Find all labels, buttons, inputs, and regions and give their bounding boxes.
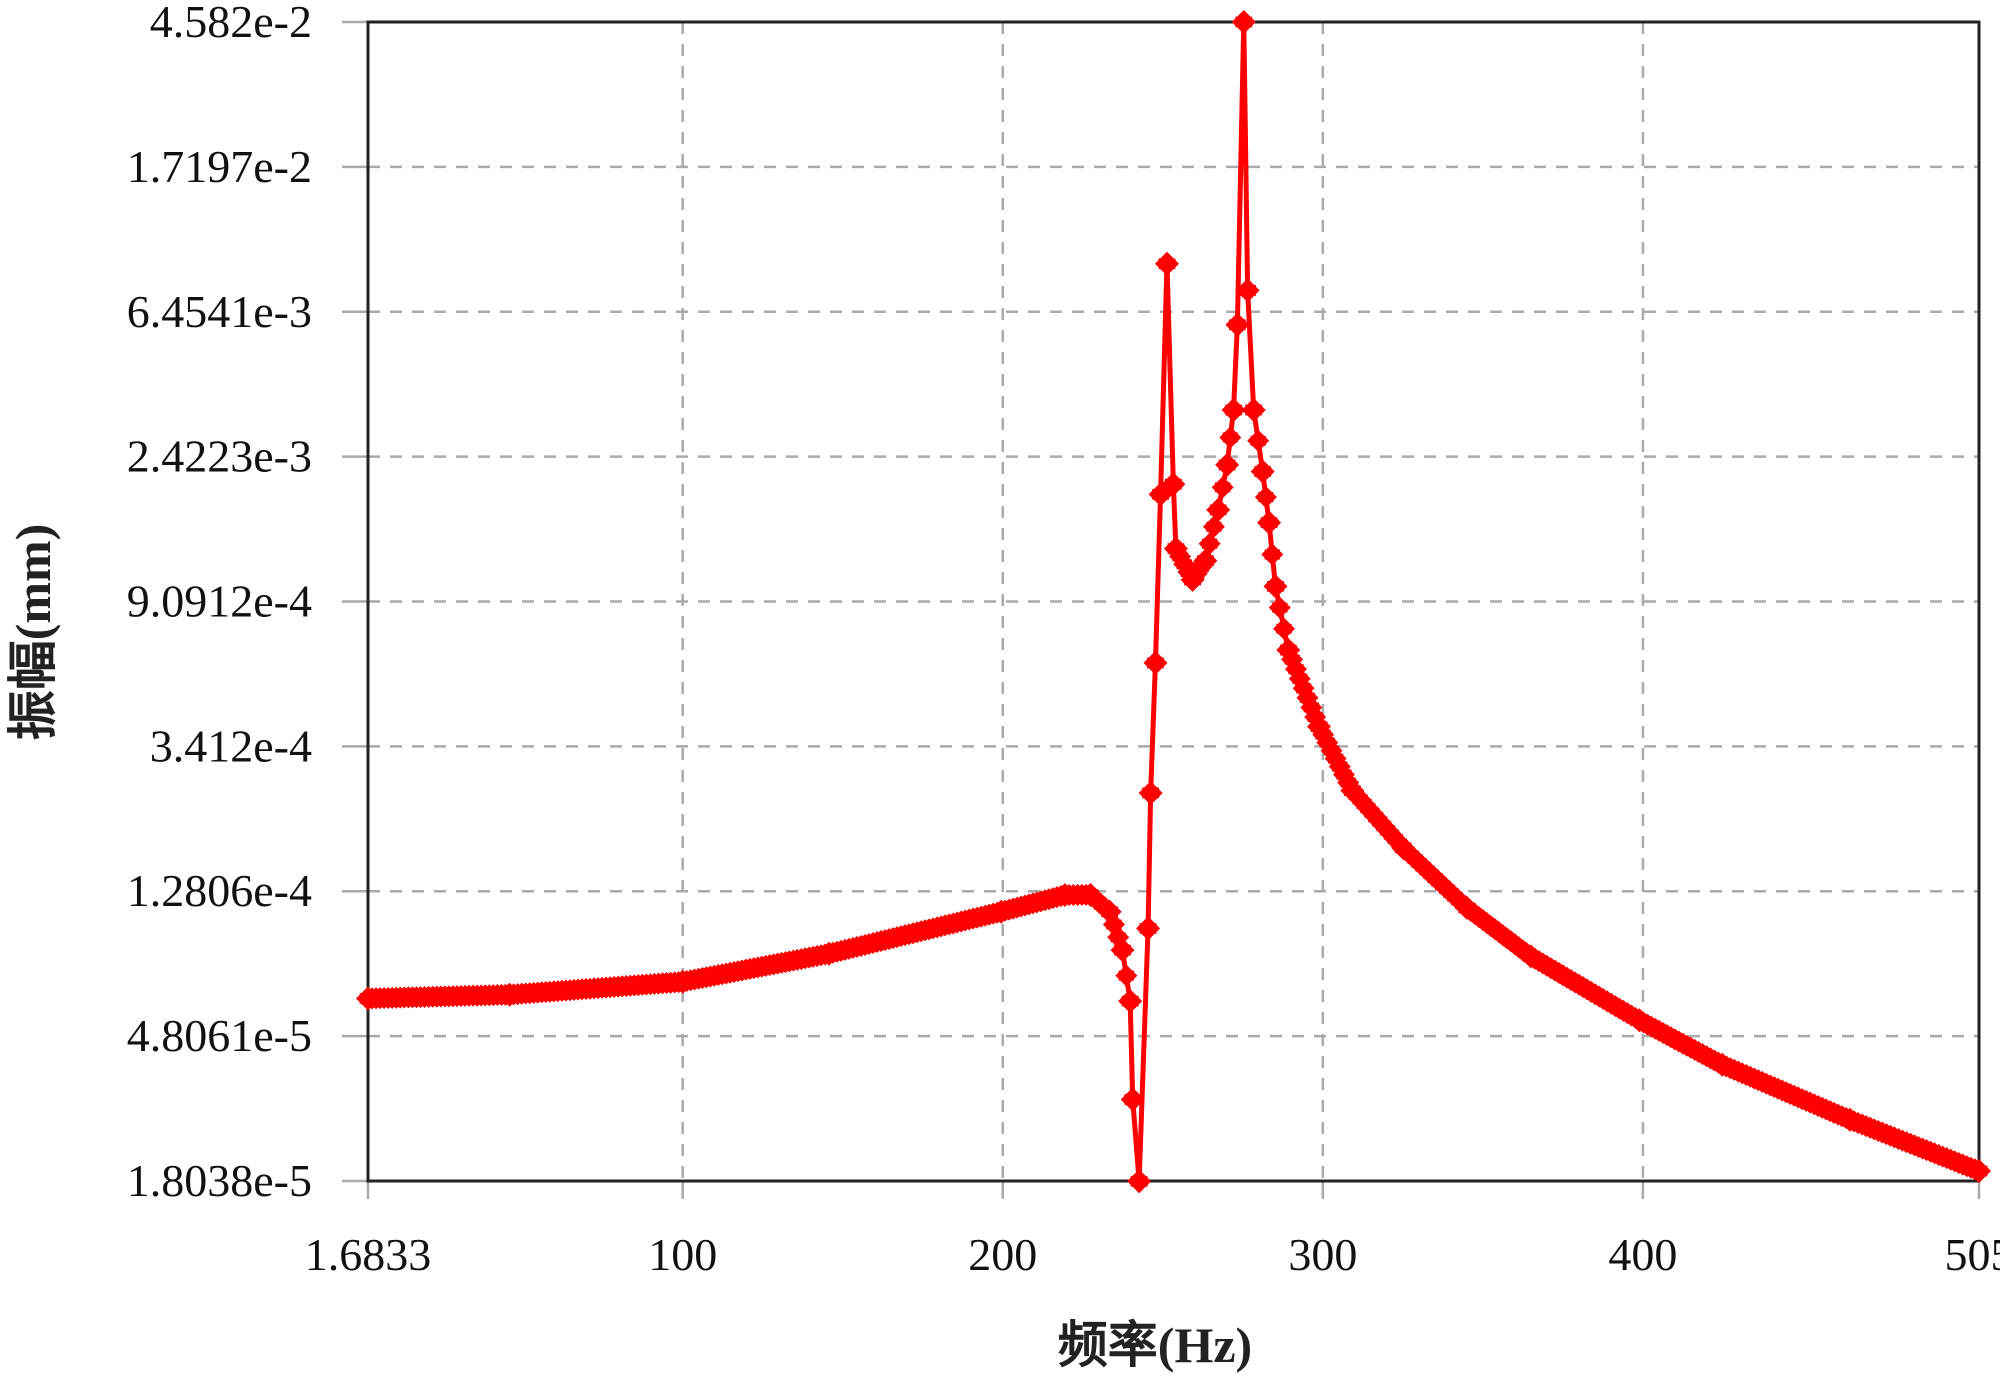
series-marker <box>1268 596 1291 619</box>
data-point-marker <box>1307 714 1332 739</box>
data-point-marker <box>1120 1087 1145 1112</box>
data-point-marker <box>1110 938 1135 963</box>
y-tick-label: 3.412e-4 <box>150 720 312 771</box>
data-point-marker <box>1241 398 1266 423</box>
data-point-marker <box>1078 882 1103 907</box>
data-point-marker <box>1263 574 1288 599</box>
x-tick-label: 505 <box>1945 1229 2000 1280</box>
data-point-marker <box>1127 1169 1152 1194</box>
data-point-marker <box>1225 312 1250 337</box>
plot-frame <box>366 20 1981 1183</box>
data-point-marker <box>1118 989 1143 1014</box>
data-point-marker <box>355 986 380 1011</box>
series-marker <box>1254 486 1277 509</box>
series-amplitude <box>355 10 1991 1194</box>
data-point-marker <box>670 969 695 994</box>
data-point-marker <box>1250 459 1275 484</box>
y-axis-title: 振幅(mm) <box>5 524 61 741</box>
series-marker <box>1261 543 1284 566</box>
data-point-marker <box>497 982 522 1007</box>
data-point-marker <box>1097 899 1122 924</box>
data-point-marker <box>1627 1008 1652 1033</box>
data-point-marker <box>1454 895 1479 920</box>
data-point-marker <box>816 941 841 966</box>
data-point-marker <box>1206 497 1231 522</box>
x-tick-label: 400 <box>1608 1229 1677 1280</box>
series-marker <box>1273 617 1296 640</box>
series-marker <box>1211 476 1234 499</box>
data-point-marker <box>1161 472 1186 497</box>
series-marker <box>1202 515 1225 538</box>
y-tick-label: 1.2806e-4 <box>127 865 312 916</box>
data-point-marker <box>1221 398 1246 423</box>
x-tick-label: 1.6833 <box>305 1229 432 1280</box>
data-point-marker <box>1340 778 1365 803</box>
data-point-marker <box>1193 548 1218 573</box>
data-point-marker <box>1967 1159 1991 1184</box>
data-point-marker <box>1136 916 1161 941</box>
data-point-marker <box>1391 835 1416 860</box>
y-tick-label: 9.0912e-4 <box>127 576 312 627</box>
data-point-marker <box>1276 637 1301 662</box>
x-axis-ticks: 1.6833 100 200 300 400 505 <box>305 1181 2000 1280</box>
data-point-marker <box>1257 510 1282 535</box>
series-marker <box>1219 426 1242 449</box>
series-marker <box>1115 964 1138 987</box>
data-point-marker <box>1710 1052 1735 1077</box>
data-point-marker <box>1138 780 1163 805</box>
y-tick-label: 4.8061e-5 <box>127 1010 312 1061</box>
x-tick-label: 100 <box>648 1229 717 1280</box>
data-point-marker <box>1215 452 1240 477</box>
data-point-marker <box>1838 1107 1863 1132</box>
data-point-marker <box>1163 536 1188 561</box>
data-point-marker <box>989 899 1014 924</box>
data-point-marker <box>1052 883 1077 908</box>
y-tick-label: 1.8038e-5 <box>127 1155 312 1206</box>
y-tick-label: 6.4541e-3 <box>127 286 312 337</box>
grid <box>368 22 1979 1181</box>
data-point-marker <box>1231 10 1256 34</box>
data-point-marker <box>1154 251 1179 276</box>
y-axis-ticks: 1.8038e-5 4.8061e-5 1.2806e-4 3.412e-4 9.091… <box>127 0 368 1206</box>
data-point-marker <box>1143 650 1168 675</box>
series-marker <box>1247 429 1270 452</box>
data-point-marker <box>1518 944 1543 969</box>
x-tick-label: 300 <box>1288 1229 1357 1280</box>
y-tick-label: 2.4223e-3 <box>127 431 312 482</box>
x-axis-title: 频率(Hz) <box>1058 1317 1252 1373</box>
x-tick-label: 200 <box>968 1229 1037 1280</box>
data-point-marker <box>1235 278 1260 303</box>
y-tick-label: 4.582e-2 <box>150 0 312 47</box>
y-tick-label: 1.7197e-2 <box>127 141 312 192</box>
series-marker <box>1198 532 1221 555</box>
data-point-marker <box>1180 567 1205 592</box>
